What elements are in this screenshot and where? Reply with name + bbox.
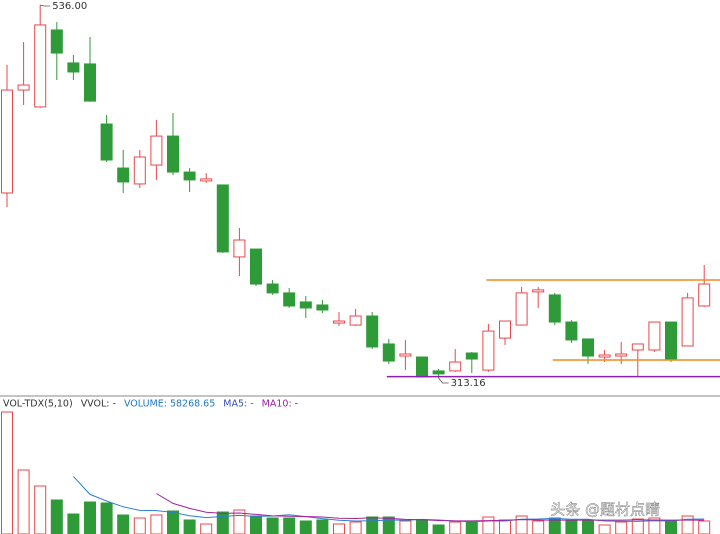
- candle-body: [382, 343, 395, 362]
- annotation-leader: [40, 4, 51, 7]
- annotation-label: 313.16: [451, 378, 486, 389]
- candle-body: [565, 321, 578, 341]
- volume-bar: [50, 499, 63, 534]
- candle-body: [84, 63, 96, 102]
- candle-body: [631, 343, 644, 351]
- volume-bar: [167, 510, 179, 534]
- candle-body: [449, 361, 462, 372]
- volume-ma-line: [156, 493, 705, 522]
- candle-body: [233, 239, 246, 258]
- volume-bar: [615, 521, 628, 534]
- watermark: 头条 @题材点睛: [550, 501, 660, 519]
- candle-body: [366, 315, 379, 348]
- volume-bar: [34, 485, 47, 534]
- candle-body: [299, 301, 312, 309]
- volume-bar: [150, 514, 163, 534]
- volume-bar: [698, 520, 711, 534]
- candle-body: [167, 135, 179, 173]
- volume-bar: [631, 518, 644, 534]
- volume-bar: [266, 517, 279, 534]
- annotation-label: 536.00: [52, 1, 87, 12]
- candle-body: [499, 320, 511, 339]
- volume-bar: [582, 519, 594, 534]
- candle-body: [582, 338, 594, 357]
- volume-bar: [482, 516, 495, 534]
- candle-body: [432, 370, 445, 375]
- volume-bar: [117, 514, 130, 534]
- volume-bar: [565, 520, 578, 534]
- candle-body: [615, 353, 628, 357]
- volume-bar: [349, 521, 362, 534]
- volume-bar: [17, 469, 30, 534]
- volume-bar: [416, 519, 428, 534]
- volume-bar: [283, 517, 296, 534]
- candle-body: [133, 156, 146, 185]
- candle-body: [34, 24, 47, 108]
- candle-body: [200, 178, 213, 182]
- candle-body: [482, 330, 495, 371]
- volume-bar: [333, 523, 345, 534]
- candle-body: [183, 171, 196, 181]
- volume-bar: [316, 519, 329, 534]
- candle-body: [250, 248, 262, 285]
- volume-bar: [133, 517, 146, 534]
- candle-body: [150, 135, 163, 166]
- volume-bar: [449, 521, 462, 534]
- volume-bar: [183, 519, 196, 534]
- legend-entry: VVOL: -: [81, 399, 116, 410]
- candle-body: [465, 352, 478, 360]
- legend-entry: MA10: -: [262, 399, 298, 410]
- candle-body: [216, 184, 229, 253]
- candle-body: [333, 320, 345, 324]
- legend-entry: MA5: -: [223, 399, 253, 410]
- volume-bar: [200, 523, 213, 534]
- volume-bar: [67, 513, 80, 534]
- candle-body: [349, 315, 362, 326]
- candle-body: [515, 292, 528, 326]
- volume-bar: [366, 516, 379, 534]
- candle-body: [117, 167, 130, 183]
- candle-body: [598, 354, 611, 358]
- candle-body: [399, 353, 412, 357]
- candle-body: [681, 297, 694, 347]
- volume-bar: [665, 520, 677, 534]
- volume-bar: [1, 411, 13, 534]
- candle-body: [416, 356, 428, 378]
- volume-bar: [299, 520, 312, 534]
- volume-bar: [84, 501, 96, 534]
- annotation-leader: [438, 377, 449, 384]
- candle-body: [316, 304, 329, 311]
- volume-bar: [465, 520, 478, 534]
- legend-entry: VOL-TDX(5,10): [3, 399, 73, 410]
- volume-bar: [598, 524, 611, 534]
- volume-bar: [432, 524, 445, 534]
- candle-body: [67, 62, 80, 73]
- candle-body: [283, 292, 296, 307]
- volume-bar: [399, 520, 412, 534]
- volume-bar: [648, 517, 661, 534]
- volume-bar: [250, 515, 262, 534]
- candle-body: [698, 283, 711, 307]
- candle-body: [665, 321, 677, 361]
- candle-body: [100, 123, 113, 161]
- volume-legend: VOL-TDX(5,10) VVOL: - VOLUME: 58268.65 MA5:…: [3, 399, 298, 410]
- volume-bar: [532, 520, 545, 534]
- candle-body: [1, 89, 13, 194]
- volume-bar: [216, 511, 229, 534]
- candle-body: [17, 84, 30, 91]
- candle-body: [648, 321, 661, 351]
- volume-bar: [499, 519, 511, 534]
- volume-bar: [100, 502, 113, 534]
- candle-body: [50, 29, 63, 54]
- candle-body: [266, 283, 279, 294]
- candle-body: [532, 289, 545, 293]
- candle-body: [548, 294, 561, 323]
- legend-entry: VOLUME: 58268.65: [124, 399, 215, 410]
